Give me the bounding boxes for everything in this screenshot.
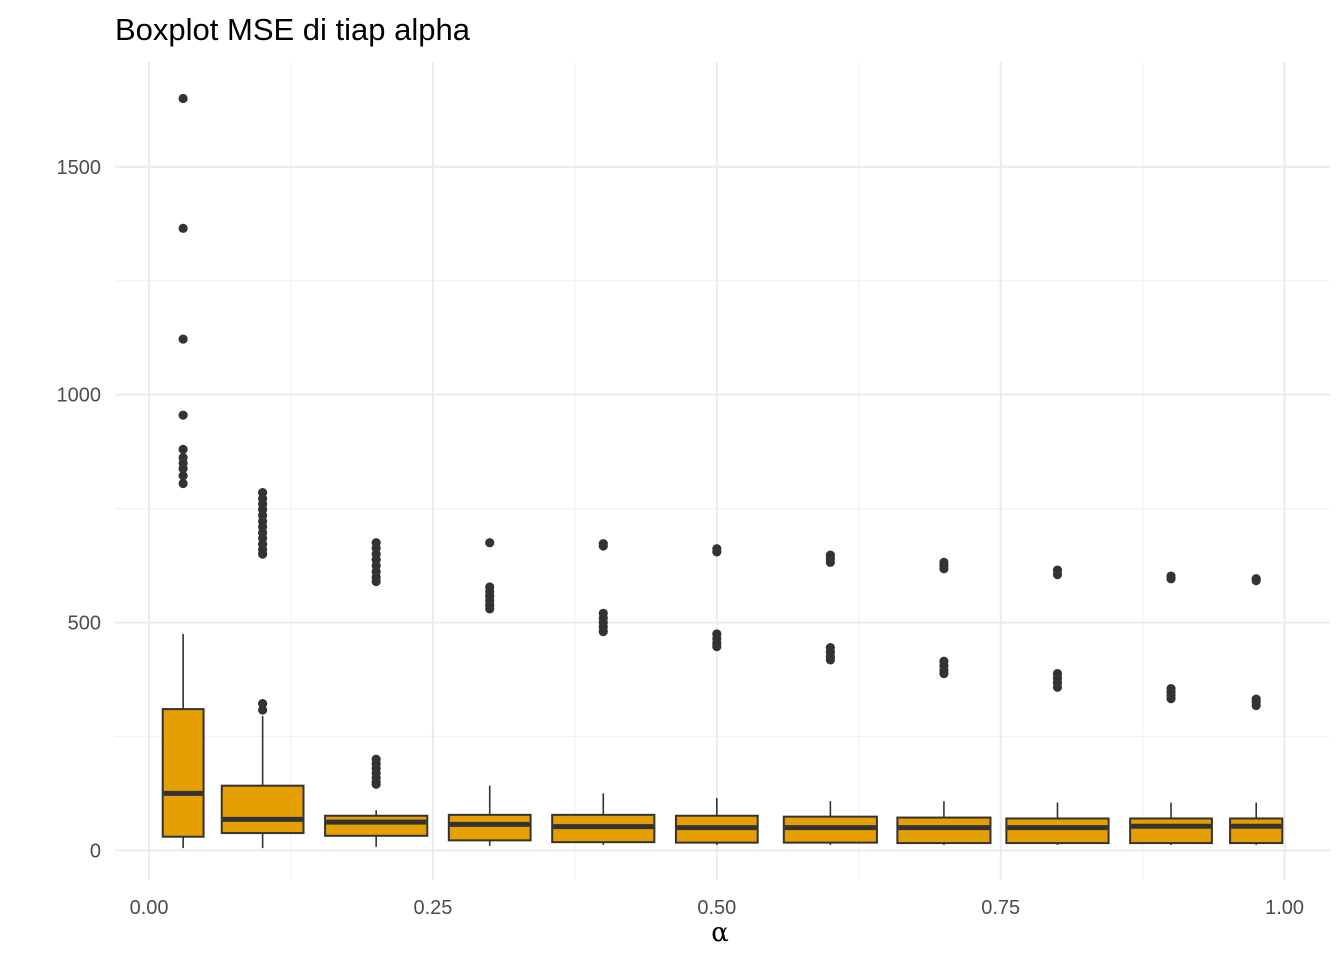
- box-group: [674, 544, 759, 845]
- outlier-point: [371, 576, 381, 587]
- box-group: [1005, 565, 1110, 845]
- box-group: [896, 557, 992, 845]
- outlier-point: [1052, 570, 1063, 580]
- outlier-point: [598, 627, 608, 637]
- outlier-point: [939, 668, 949, 679]
- outlier-point: [825, 655, 835, 665]
- outlier-point: [1251, 700, 1261, 711]
- x-tick-label: 0.25: [413, 897, 452, 919]
- outlier-point: [485, 538, 495, 548]
- box-group: [447, 538, 532, 846]
- y-tick-label: 0: [90, 840, 101, 862]
- x-tick-label: 1.00: [1265, 897, 1304, 919]
- outlier-point: [178, 223, 188, 233]
- outlier-point: [178, 471, 188, 481]
- box-group: [324, 538, 429, 847]
- x-axis-label: α: [711, 918, 729, 948]
- outlier-point: [258, 705, 268, 715]
- outlier-point: [598, 541, 608, 551]
- box-group: [161, 93, 205, 849]
- y-tick-label: 500: [68, 613, 101, 635]
- box-group: [1129, 571, 1213, 845]
- y-tick-label: 1500: [57, 157, 102, 179]
- gridlines: [115, 62, 1330, 880]
- outlier-point: [712, 547, 722, 557]
- axis-tick-labels: 0.00 0.25 0.50 0.75 1.00 0 500 1000 1500: [57, 157, 1305, 919]
- chart-title: Boxplot MSE di tiap alpha: [115, 12, 471, 47]
- box: [161, 708, 205, 838]
- box-group: [551, 539, 656, 845]
- outlier-point: [1166, 694, 1176, 704]
- x-tick-label: 0.75: [981, 897, 1020, 919]
- outlier-point: [178, 463, 188, 474]
- box: [447, 813, 532, 842]
- outlier-point: [178, 410, 188, 420]
- outlier-point: [1166, 574, 1176, 584]
- outlier-point: [258, 549, 268, 559]
- outlier-point: [712, 642, 722, 652]
- box: [1229, 817, 1284, 845]
- outlier-point: [178, 93, 188, 104]
- box: [896, 816, 992, 845]
- box-group: [220, 488, 305, 849]
- y-tick-label: 1000: [57, 385, 102, 407]
- box-group: [1229, 574, 1284, 845]
- boxplots: [161, 93, 1284, 849]
- box: [1129, 817, 1213, 845]
- outlier-point: [371, 779, 381, 789]
- outlier-point: [258, 699, 268, 709]
- x-tick-label: 0.00: [130, 897, 169, 919]
- outlier-point: [485, 604, 495, 614]
- box-group: [782, 550, 878, 845]
- box: [324, 814, 429, 837]
- box: [1005, 817, 1110, 845]
- outlier-point: [825, 557, 835, 567]
- outlier-point: [1251, 575, 1261, 586]
- outlier-point: [1052, 682, 1063, 692]
- outlier-point: [178, 478, 188, 489]
- box: [220, 784, 305, 835]
- x-tick-label: 0.50: [697, 897, 736, 919]
- outlier-point: [178, 334, 188, 344]
- outlier-point: [178, 444, 188, 454]
- outlier-point: [939, 564, 949, 574]
